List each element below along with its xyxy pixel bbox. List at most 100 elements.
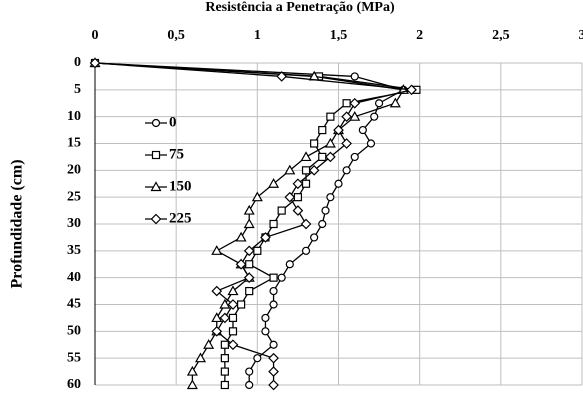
y-tick-label: 35 [67,243,81,258]
y-tick-label: 15 [67,136,81,151]
data-point [318,152,327,162]
legend-marker [151,118,161,128]
x-tick-label: 0,5 [167,28,185,43]
y-tick-label: 55 [67,350,81,365]
data-point [243,218,255,229]
y-tick-label: 30 [67,216,81,231]
data-point [261,327,270,336]
data-point [203,339,215,349]
data-point [310,139,319,148]
y-tick-label: 0 [74,55,81,70]
data-point [284,164,296,175]
data-point [293,193,303,202]
data-point [243,272,255,284]
data-point [342,99,351,108]
data-point [245,260,254,269]
data-point [220,354,229,363]
data-point [235,231,247,242]
data-point [269,273,278,282]
data-point [220,380,229,390]
y-tick-label: 45 [67,297,81,312]
data-point [324,137,336,148]
data-point [321,206,330,215]
data-point [268,178,280,188]
data-point [211,325,223,337]
data-point [227,299,239,310]
legend-label: 0 [169,114,177,130]
data-point [243,245,255,257]
data-point [292,178,304,190]
x-tick-label: 1 [254,28,261,43]
data-point [237,300,246,309]
data-point [253,246,262,255]
data-point [245,286,254,296]
data-point [326,112,335,121]
data-point [194,352,207,363]
data-point [269,219,278,229]
data-point [243,204,255,215]
data-point [276,71,288,82]
data-point [269,340,278,349]
data-point [349,110,361,121]
data-point [186,379,198,390]
data-point [349,97,361,109]
data-point [389,97,401,108]
x-tick-label: 1,5 [330,28,348,43]
y-axis-label: Profundidade (cm) [9,159,26,288]
data-point [260,232,271,243]
data-point [341,138,352,149]
data-point [374,99,384,108]
data-point [261,313,270,323]
y-tick-label: 50 [67,324,81,339]
data-point [211,285,223,297]
data-point [285,260,294,269]
y-tick-label: 25 [67,189,81,204]
y-tick-label: 40 [67,270,81,285]
data-point [284,191,296,203]
data-point [308,164,320,176]
data-point [220,367,229,376]
legend-label: 75 [169,146,184,162]
data-point [301,246,311,255]
data-point [341,111,352,123]
x-tick-label: 3 [579,28,583,43]
legend-marker [150,181,162,192]
y-tick-label: 5 [74,82,81,97]
data-point [300,151,312,162]
data-point [235,258,247,270]
data-point [220,340,229,349]
data-point [268,366,279,377]
data-point [186,365,198,376]
data-point [310,233,319,242]
legend-marker [151,150,161,160]
x-tick-label: 2 [416,28,423,43]
data-point [334,179,343,188]
data-point [269,300,278,309]
data-point [350,72,359,81]
data-point [277,273,286,282]
data-point [350,152,359,162]
legend-label: 150 [169,178,192,194]
data-point [301,166,311,175]
data-point [211,245,223,255]
data-point [219,312,231,324]
x-tick-label: 0 [92,28,99,43]
data-point [268,352,279,364]
data-point [366,139,376,148]
data-point [251,191,263,202]
chart-title: Resistência a Penetração (MPa) [205,0,395,15]
data-point [227,285,239,296]
x-tick-label: 2,5 [492,28,510,43]
data-point [325,151,336,163]
y-tick-label: 20 [67,163,81,178]
data-point [268,379,279,391]
data-point [219,298,231,309]
data-point [406,84,417,96]
data-point [245,380,254,390]
data-point [227,339,239,351]
data-point [342,166,351,175]
data-point [253,354,262,363]
data-point [300,218,312,230]
data-point [358,125,367,135]
